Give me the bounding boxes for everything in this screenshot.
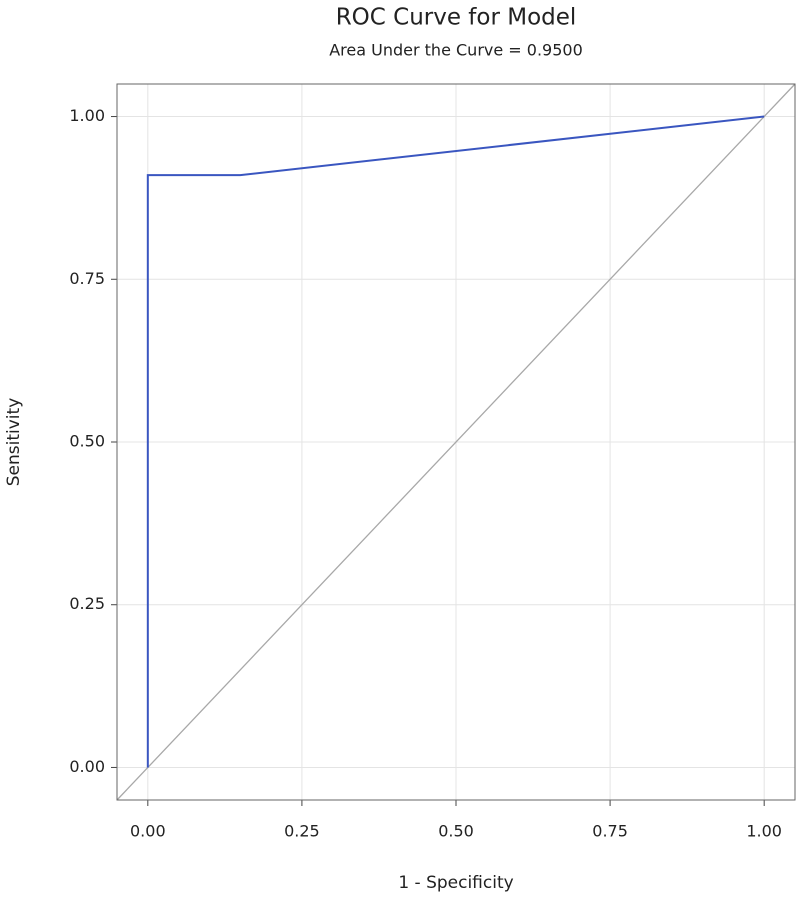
plot-frame bbox=[116, 83, 796, 801]
y-tick-label: 1.00 bbox=[69, 106, 105, 125]
y-tick-label: 0.00 bbox=[69, 757, 105, 776]
y-tick-label: 0.75 bbox=[69, 269, 105, 288]
reference-diagonal bbox=[116, 83, 796, 801]
x-tick-label: 0.25 bbox=[284, 822, 320, 841]
x-tick-label: 0.75 bbox=[592, 822, 628, 841]
chart-title: ROC Curve for Model bbox=[336, 5, 577, 31]
y-tick-label: 0.25 bbox=[69, 594, 105, 613]
y-tick-label: 0.50 bbox=[69, 432, 105, 451]
x-tick-label: 0.00 bbox=[130, 822, 166, 841]
x-tick-label: 1.00 bbox=[746, 822, 782, 841]
x-axis-label: 1 - Specificity bbox=[398, 873, 513, 893]
x-tick-label: 0.50 bbox=[438, 822, 474, 841]
chart-subtitle: Area Under the Curve = 0.9500 bbox=[329, 41, 583, 60]
roc-curve bbox=[146, 115, 765, 768]
y-axis-label: Sensitivity bbox=[4, 398, 24, 487]
